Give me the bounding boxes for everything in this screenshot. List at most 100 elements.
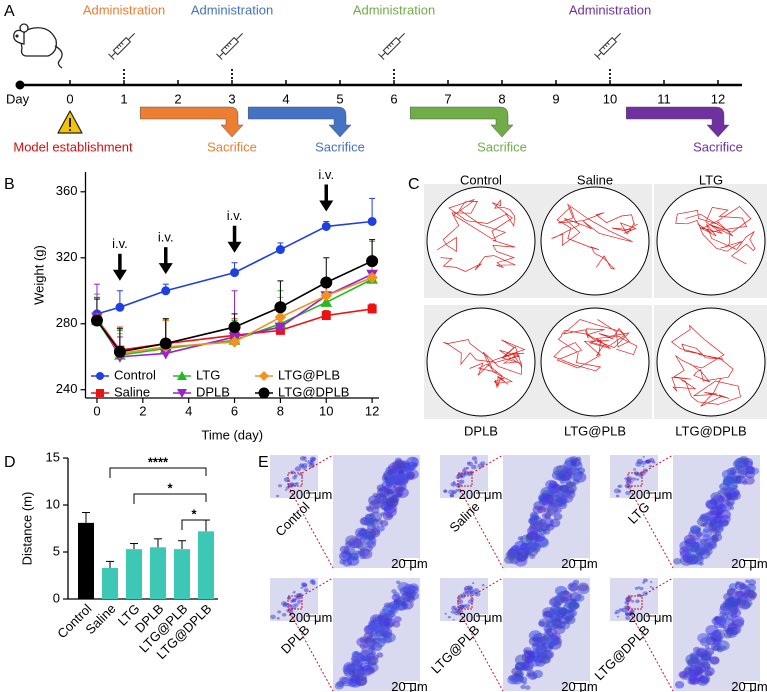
- arena: [540, 307, 650, 417]
- cell: [287, 596, 292, 599]
- significance-bracket: [109, 467, 207, 478]
- cell: [642, 581, 646, 584]
- cell: [347, 665, 354, 671]
- zoom-box: [457, 595, 473, 610]
- cell: [690, 544, 701, 553]
- legend-marker: [96, 372, 104, 380]
- panel-label: A: [4, 3, 15, 20]
- cell: [690, 525, 702, 534]
- mouse-eye: [15, 34, 19, 38]
- arena: [656, 307, 766, 417]
- syringe-plunger: [110, 52, 116, 58]
- y-axis-title: Weight (g): [31, 245, 46, 305]
- day-number: 0: [66, 91, 73, 106]
- cell: [625, 596, 632, 602]
- cell: [674, 681, 685, 689]
- cell: [385, 477, 396, 486]
- cell: [371, 654, 379, 661]
- cell: [365, 518, 375, 525]
- cell: [532, 669, 543, 679]
- y-tick-label: 15: [46, 449, 60, 464]
- day-number: 12: [711, 91, 725, 106]
- syringe-needle: [613, 33, 621, 41]
- cell: [410, 457, 418, 463]
- cell: [300, 475, 304, 478]
- cell: [339, 676, 349, 684]
- point: [159, 337, 172, 350]
- significance-bracket: [181, 519, 207, 530]
- administration-label: Administration: [569, 2, 651, 17]
- injection-dot: [123, 69, 125, 71]
- scale-bg: [304, 614, 317, 620]
- cell: [701, 512, 715, 523]
- cell: [635, 473, 639, 477]
- day-number: 10: [603, 91, 617, 106]
- syringe-grade: [604, 44, 608, 48]
- cell: [474, 462, 478, 465]
- cell: [529, 520, 544, 531]
- cell: [697, 633, 710, 644]
- point: [366, 271, 378, 284]
- day-number: 2: [174, 91, 181, 106]
- scale-label: 20 μm: [391, 556, 427, 571]
- cell: [560, 596, 569, 604]
- panel-label: B: [4, 176, 15, 193]
- cell: [529, 554, 536, 560]
- sacrifice-label: Sacrifice: [693, 139, 743, 154]
- group-label: LTG@PLB: [428, 622, 483, 677]
- legend-label: Control: [114, 367, 156, 382]
- cell: [387, 469, 394, 475]
- cell: [393, 616, 402, 623]
- cell: [282, 603, 288, 608]
- scale-label: 20 μm: [561, 679, 597, 692]
- cell: [542, 498, 553, 507]
- x-tick-label: 2: [139, 403, 146, 418]
- syringe-handle: [378, 53, 385, 60]
- syringe-grade: [116, 46, 120, 50]
- group-label: LTG@DPLB: [591, 622, 652, 683]
- cell: [300, 586, 304, 589]
- cell: [703, 542, 714, 551]
- legend-marker: [259, 371, 269, 381]
- cell: [615, 494, 620, 498]
- syringe-handle: [108, 53, 115, 60]
- cell: [568, 584, 579, 593]
- y-tick-label: 5: [53, 543, 60, 558]
- cell: [742, 457, 750, 465]
- cell: [523, 650, 535, 659]
- cell: [722, 478, 731, 486]
- scale-bg: [304, 491, 317, 497]
- cell: [514, 661, 526, 671]
- cell: [535, 537, 550, 548]
- zoom-box: [287, 472, 303, 487]
- point: [367, 216, 377, 226]
- cell: [625, 490, 631, 496]
- cell: [353, 650, 359, 655]
- syringe-plunger: [596, 52, 602, 58]
- cell: [748, 579, 757, 586]
- cell: [538, 528, 547, 535]
- cell: [382, 511, 394, 521]
- day-number: 4: [282, 91, 289, 106]
- cell: [548, 480, 558, 489]
- cell: [364, 670, 372, 676]
- cell: [359, 643, 366, 649]
- legend-label: Saline: [114, 384, 150, 399]
- point: [367, 304, 377, 314]
- cell: [524, 685, 531, 690]
- cell: [463, 591, 469, 596]
- cell: [700, 653, 712, 662]
- cell: [471, 582, 475, 585]
- cell: [720, 487, 728, 494]
- y-tick-label: 320: [56, 249, 78, 264]
- cell: [722, 504, 732, 512]
- zoom-line: [301, 577, 334, 597]
- annotation: i.v.: [227, 208, 243, 223]
- cell: [744, 579, 750, 584]
- cell: [702, 522, 709, 528]
- point: [113, 345, 126, 358]
- cell: [452, 605, 455, 608]
- mouse-icon: [13, 23, 63, 69]
- cell: [449, 494, 454, 498]
- cell: [451, 605, 457, 611]
